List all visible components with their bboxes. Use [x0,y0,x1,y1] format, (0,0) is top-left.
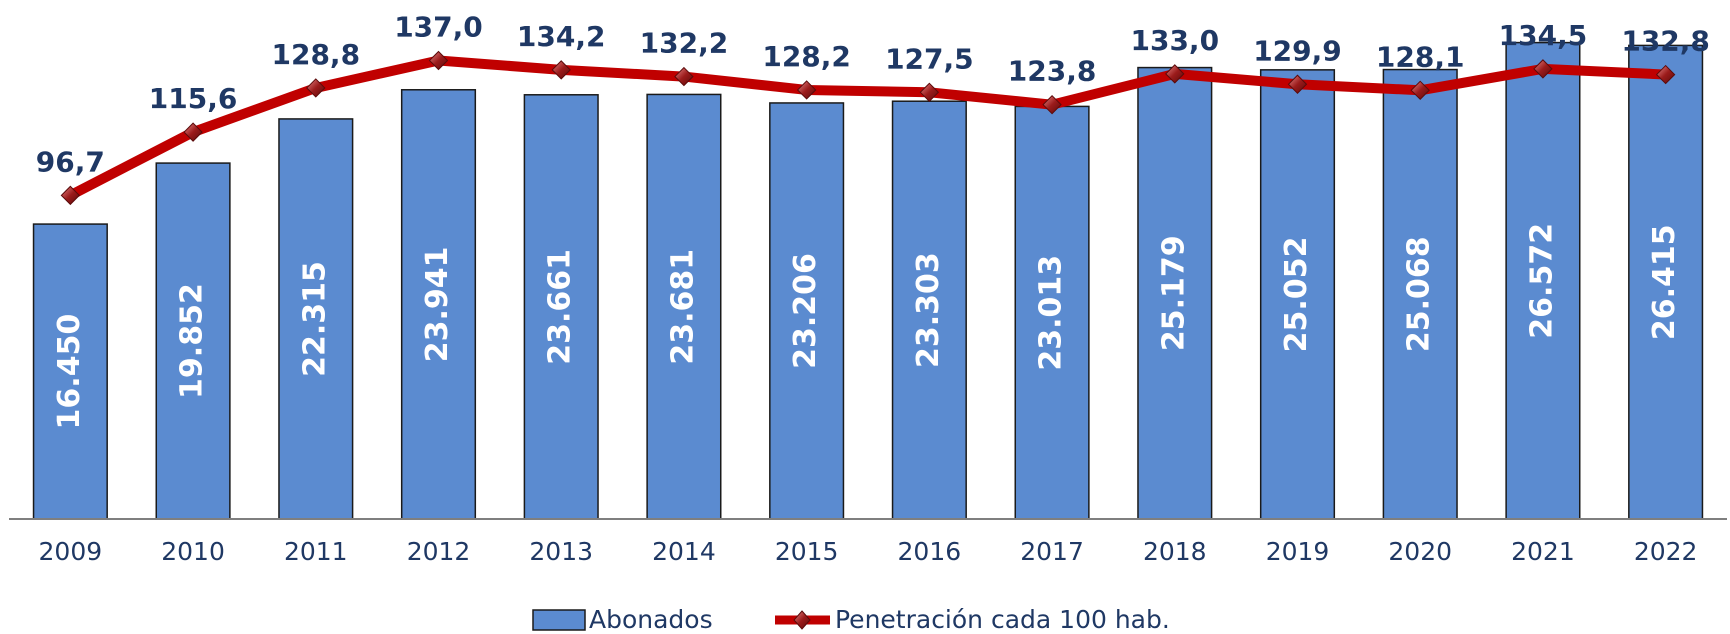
bar-value-label: 25.179 [1156,235,1191,351]
line-value-label: 127,5 [885,42,974,75]
line-value-label: 137,0 [394,11,483,44]
bar-value-label: 25.052 [1279,237,1314,353]
legend-label: Penetración cada 100 hab. [835,605,1170,634]
line-value-label: 128,2 [762,40,851,73]
line-value-label: 132,8 [1621,25,1710,58]
x-tick-label: 2021 [1511,537,1575,566]
bar-value-label: 19.852 [175,283,210,399]
bar-value-label: 26.415 [1647,224,1682,340]
x-tick-label: 2022 [1634,537,1698,566]
line-value-label: 134,5 [1499,19,1588,52]
bar [400,89,477,520]
legend-swatch [532,609,586,631]
legend: Abonados Penetración cada 100 hab. [532,605,1170,634]
bar-value-label: 23.206 [788,253,823,369]
line-value-label: 129,9 [1253,34,1342,67]
line-value-label: 96,7 [36,145,105,178]
line-value-label: 134,2 [517,20,606,53]
x-tick-label: 2019 [1266,537,1330,566]
bar-value-label: 23.661 [543,249,578,365]
line-value-label: 132,2 [640,27,729,60]
bar [646,93,722,520]
x-tick-label: 2020 [1388,537,1452,566]
bar [523,94,599,520]
bar [1382,68,1458,520]
x-tick-label: 2011 [284,537,348,566]
x-tick-label: 2016 [898,537,962,566]
line-value-label: 115,6 [149,82,238,115]
bar [891,100,967,520]
x-tick-label: 2010 [161,537,225,566]
bar [155,162,231,520]
line-value-label: 133,0 [1130,24,1219,57]
line-marker [1165,64,1185,84]
bar-value-label: 22.315 [297,261,332,377]
x-tick-label: 2014 [652,537,716,566]
line-marker [306,78,326,98]
bar-value-label: 26.572 [1524,223,1559,339]
bar [278,118,354,520]
bar-value-label: 25.068 [1402,236,1437,352]
x-tick-label: 2018 [1143,537,1207,566]
x-tick-label: 2009 [39,537,103,566]
bar-value-label: 23.013 [1034,255,1069,371]
x-tick-label: 2017 [1020,537,1084,566]
x-tick-label: 2012 [407,537,471,566]
legend-label: Abonados [589,605,713,634]
line-value-label: 123,8 [1008,55,1097,88]
line-value-label: 128,8 [271,38,360,71]
line-marker [919,82,940,103]
bar-value-label: 23.681 [665,249,700,365]
line-marker [674,66,694,87]
bar [1628,44,1704,520]
bar [1259,69,1336,520]
line-marker [1410,80,1430,100]
bar [32,223,108,520]
line-marker [551,60,571,80]
line [68,55,1666,200]
line-marker [428,50,449,71]
line-marker [796,80,817,100]
bar [1137,66,1213,520]
bar-value-label: 23.303 [911,252,946,368]
line-marker [1533,59,1553,79]
legend-marker [793,610,811,630]
bar [1505,41,1581,520]
line-marker [60,185,81,206]
line-marker [1655,64,1676,85]
bar-value-label: 23.941 [420,246,455,362]
bar-value-label: 16.450 [52,314,87,430]
x-tick-label: 2013 [529,537,593,566]
line-marker [183,122,203,142]
x-tick-label: 2015 [775,537,839,566]
line-marker [1042,94,1062,115]
line-value-label: 128,1 [1376,40,1465,73]
line-marker [1287,74,1308,94]
